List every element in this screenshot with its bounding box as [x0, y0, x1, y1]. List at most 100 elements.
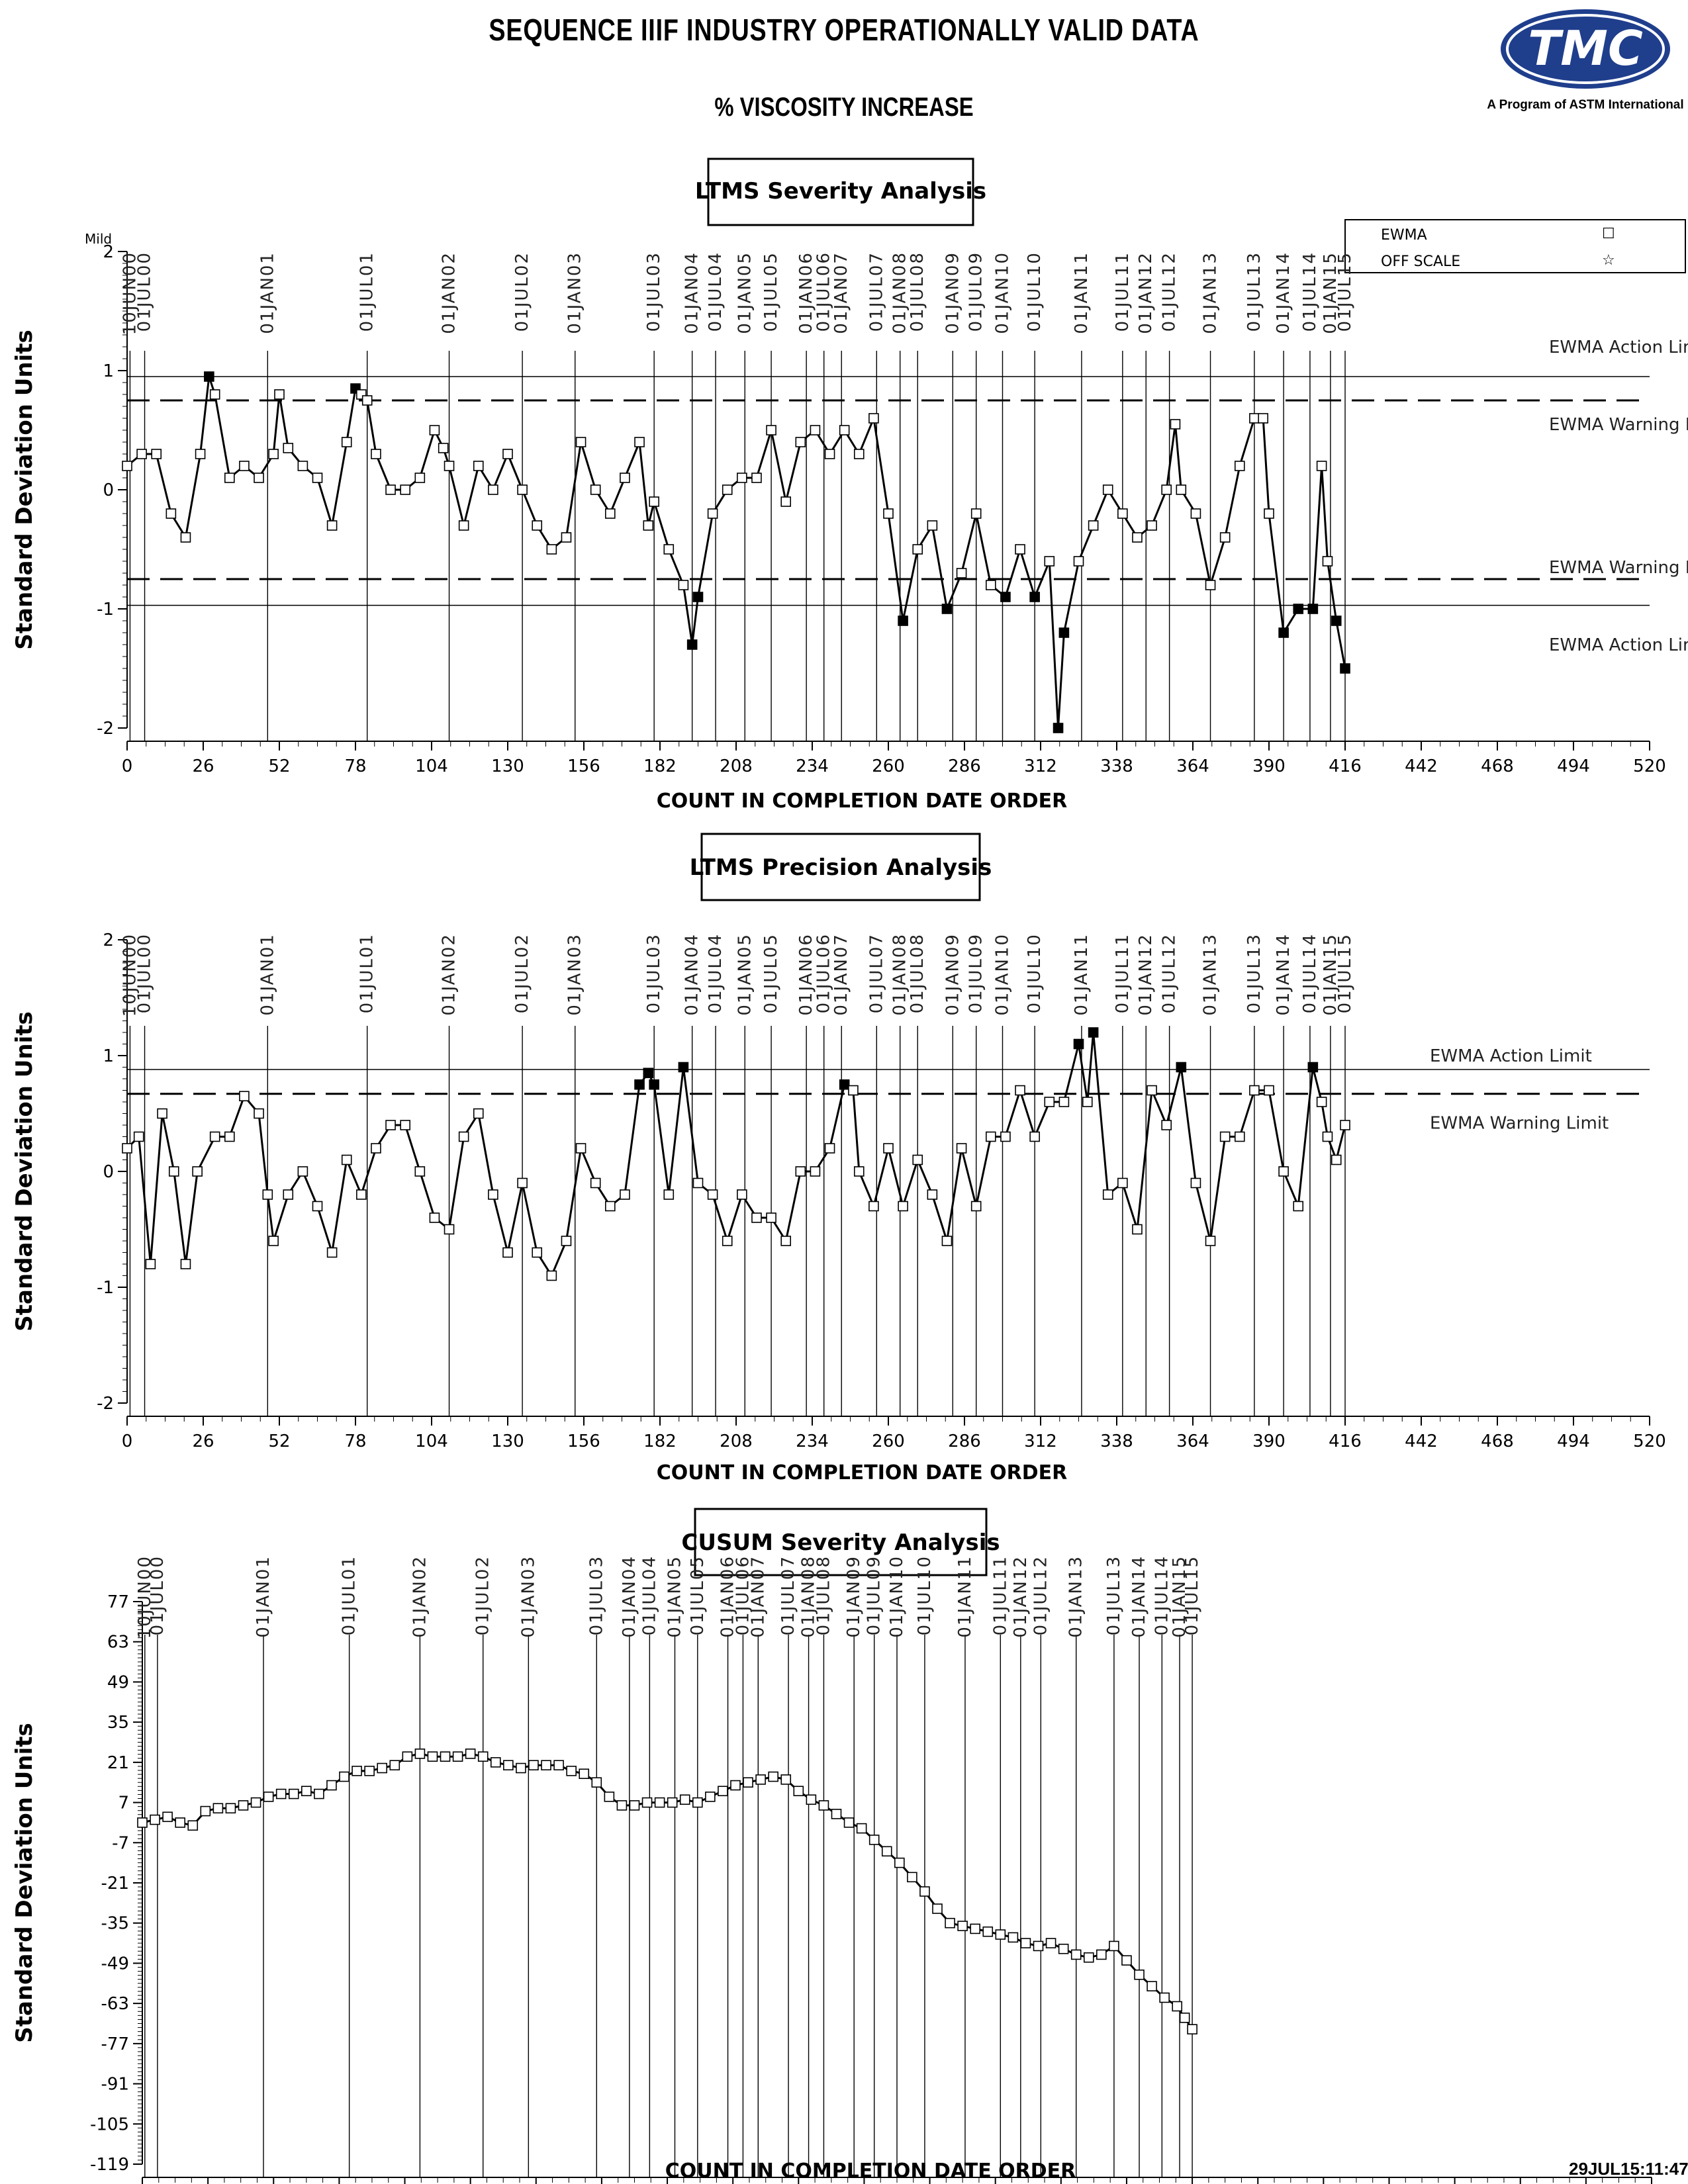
x-tick-label: 130 [491, 756, 524, 776]
date-marker-label: 01JUL00 [135, 933, 155, 1013]
data-point [853, 449, 865, 459]
data-point [722, 1236, 733, 1246]
data-point [224, 1131, 235, 1142]
date-marker-label: 01JAN15 [1170, 1555, 1190, 1638]
data-point [843, 1817, 855, 1828]
data-point [341, 437, 352, 447]
x-tick-label: 260 [872, 1432, 905, 1451]
data-point [1187, 2024, 1197, 2034]
data-point [1264, 1085, 1274, 1096]
data-point [780, 1774, 792, 1785]
data-point [283, 443, 294, 453]
data-point [1008, 1932, 1019, 1943]
data-point [364, 1766, 375, 1776]
data-point [663, 1189, 675, 1200]
data-point [1205, 1236, 1216, 1246]
data-point [195, 449, 206, 459]
x-tick-label: 260 [872, 756, 905, 776]
date-marker-label: 01JUL03 [586, 1555, 606, 1635]
date-marker-label: 01JUL04 [639, 1555, 659, 1635]
data-point [970, 508, 982, 519]
x-axis-label: COUNT IN COMPLETION DATE ORDER [665, 2160, 1076, 2183]
data-point [427, 1751, 438, 1762]
date-marker-label: 01JAN07 [831, 933, 851, 1016]
data-point [970, 1923, 980, 1934]
y-tick-label: -7 [112, 1833, 129, 1853]
data-point [204, 371, 214, 382]
date-marker-label: 01JUL13 [1104, 1555, 1124, 1635]
data-point [667, 1797, 678, 1808]
data-point [561, 1236, 572, 1246]
data-point [1234, 1131, 1245, 1142]
y-tick-label: -2 [97, 1394, 114, 1414]
date-marker-label: 01JUL09 [966, 933, 986, 1013]
data-point [768, 1771, 778, 1782]
y-tick-label: -49 [101, 1954, 129, 1974]
date-marker-label: 01JUL03 [644, 933, 664, 1013]
data-point [907, 1872, 917, 1883]
data-point [440, 1751, 451, 1762]
data-point [561, 532, 572, 543]
y-tick-label: -77 [101, 2034, 129, 2054]
date-marker-label: 01JAN15 [1321, 933, 1340, 1016]
date-marker-label: 01JUL10 [915, 1555, 935, 1635]
data-point [532, 520, 543, 531]
x-tick-label: 52 [268, 1432, 290, 1451]
x-tick-label: 390 [1252, 1432, 1286, 1451]
data-point [868, 1201, 879, 1212]
data-point [737, 473, 747, 483]
data-point [371, 449, 381, 459]
date-marker-label: 01JAN13 [1201, 933, 1221, 1016]
x-tick-label: 234 [796, 756, 829, 776]
data-point [1102, 484, 1113, 495]
logo-caption: A Program of ASTM International [1487, 98, 1684, 112]
date-marker-label: 01JAN01 [258, 933, 277, 1016]
data-point [575, 1143, 586, 1154]
legend-ewma-symbol: ☐ [1602, 226, 1615, 242]
data-point [1234, 461, 1245, 471]
data-point [488, 1189, 498, 1200]
data-point [894, 1857, 905, 1868]
date-marker-label: 01JAN13 [1066, 1555, 1086, 1638]
date-marker-label: 01JUL08 [814, 1555, 833, 1635]
y-tick-label: -105 [90, 2115, 129, 2134]
data-point [444, 1224, 455, 1235]
data-point [254, 473, 264, 483]
data-point [1179, 2013, 1190, 2023]
data-point [517, 1177, 528, 1189]
chart-title-box [694, 1508, 988, 1576]
data-point [1147, 1085, 1157, 1096]
y-axis-label: Standard Deviation Units [11, 1723, 38, 2042]
x-tick-label: 78 [344, 756, 366, 776]
data-point [133, 1131, 144, 1142]
y-tick-label: 1 [103, 361, 114, 381]
date-marker-label: 01JAN05 [735, 251, 755, 334]
y-tick-label: -21 [101, 1874, 129, 1893]
data-point [881, 1846, 892, 1857]
data-point [643, 520, 654, 531]
date-marker-label: 01JUL03 [644, 251, 664, 332]
date-marker-label: 01JAN14 [1274, 933, 1293, 1016]
data-point [150, 1814, 160, 1825]
data-point [224, 473, 235, 483]
x-tick-label: 156 [567, 1432, 600, 1451]
data-point [488, 484, 498, 495]
date-marker-label: 01JAN06 [796, 251, 816, 334]
data-point [1322, 1131, 1333, 1142]
action-limit-label: EWMA Action Limit [1549, 338, 1688, 357]
x-tick-label: 26 [192, 1432, 214, 1451]
data-point [1170, 419, 1181, 430]
date-marker-label: 01JUL05 [761, 251, 781, 332]
chart-title-box [707, 158, 974, 226]
date-marker-label: 01JUL06 [733, 1555, 753, 1635]
data-point [389, 1760, 400, 1770]
data-point [912, 544, 923, 555]
date-marker-label: 01JUL08 [908, 251, 927, 332]
tmc-logo-icon: TMC [1501, 9, 1670, 89]
data-point [175, 1817, 185, 1828]
data-point [692, 1177, 704, 1189]
data-point [853, 1166, 865, 1177]
date-marker-label: 01JAN06 [718, 1555, 738, 1638]
date-marker-label: 01JAN07 [748, 1555, 768, 1638]
data-point [831, 1809, 842, 1819]
